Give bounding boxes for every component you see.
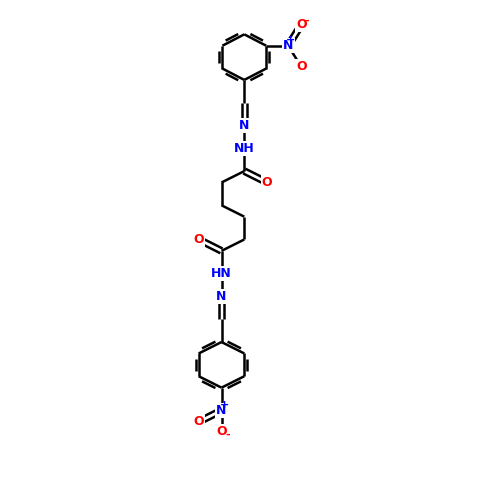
Text: O: O <box>296 18 306 31</box>
Text: -: - <box>225 430 230 440</box>
Text: O: O <box>194 233 204 246</box>
Text: N: N <box>283 39 294 52</box>
Text: NH: NH <box>234 142 254 155</box>
Text: HN: HN <box>211 267 232 280</box>
Text: N: N <box>239 119 250 132</box>
Text: N: N <box>216 290 226 303</box>
Text: O: O <box>216 425 227 438</box>
Text: N: N <box>216 404 226 417</box>
Text: +: + <box>286 36 296 46</box>
Text: O: O <box>262 176 272 189</box>
Text: O: O <box>296 60 306 74</box>
Text: -: - <box>304 16 310 26</box>
Text: O: O <box>194 416 204 428</box>
Text: +: + <box>220 400 229 410</box>
